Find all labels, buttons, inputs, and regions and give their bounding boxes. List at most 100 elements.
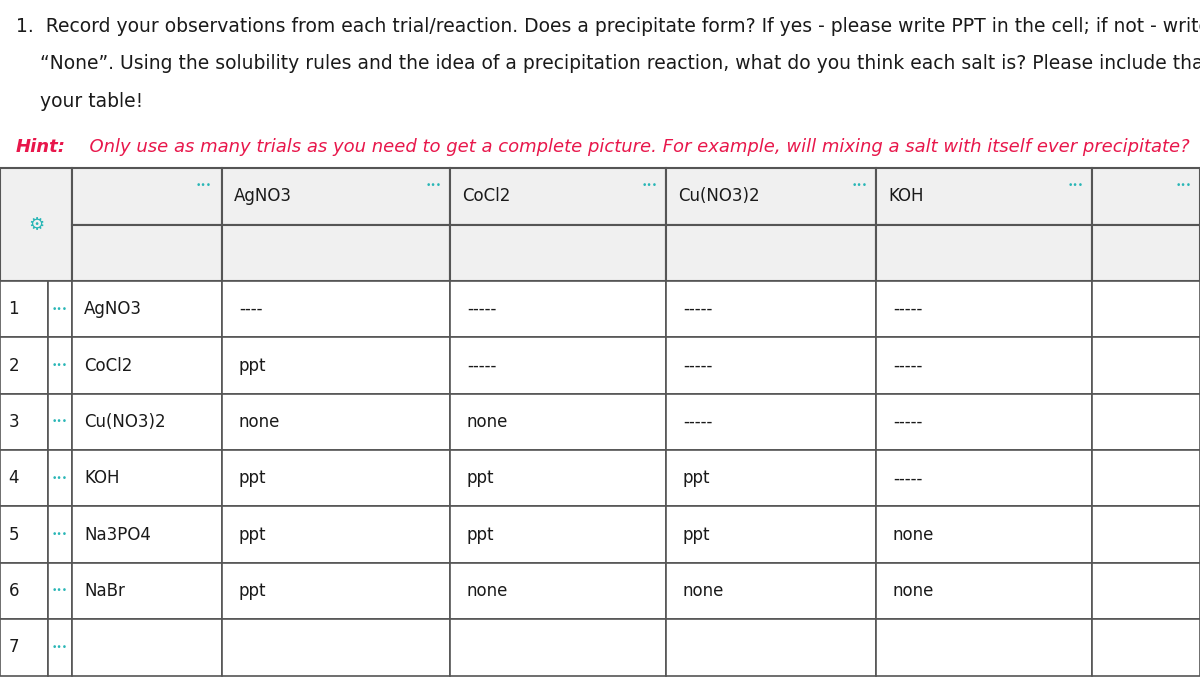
- Bar: [0, 394, 48, 450]
- Text: 7: 7: [8, 638, 19, 656]
- Bar: [876, 450, 1092, 507]
- Text: CoCl2: CoCl2: [462, 187, 510, 206]
- Bar: [666, 337, 876, 394]
- Text: 4: 4: [8, 469, 19, 487]
- Text: Hint:: Hint:: [16, 138, 66, 155]
- Bar: [222, 394, 450, 450]
- Bar: [72, 225, 222, 281]
- Text: ppt: ppt: [239, 526, 266, 543]
- Bar: [450, 337, 666, 394]
- Bar: [666, 168, 876, 225]
- Bar: [72, 450, 222, 507]
- Text: •••: •••: [52, 530, 68, 539]
- Bar: [48, 507, 72, 563]
- Bar: [48, 394, 72, 450]
- Text: 1: 1: [8, 300, 19, 318]
- Bar: [222, 563, 450, 619]
- Text: Cu(NO3)2: Cu(NO3)2: [678, 187, 760, 206]
- Text: ppt: ppt: [239, 357, 266, 375]
- Bar: [72, 619, 222, 676]
- Bar: [876, 225, 1092, 281]
- Bar: [450, 507, 666, 563]
- Text: -----: -----: [893, 413, 922, 431]
- Bar: [48, 281, 72, 337]
- Bar: [1092, 337, 1200, 394]
- Bar: [222, 337, 450, 394]
- Bar: [48, 450, 72, 507]
- Bar: [876, 281, 1092, 337]
- Bar: [1092, 619, 1200, 676]
- Text: •••: •••: [52, 474, 68, 483]
- Text: •••: •••: [52, 643, 68, 652]
- Text: ppt: ppt: [239, 582, 266, 600]
- Text: •••: •••: [851, 180, 868, 189]
- Text: •••: •••: [52, 586, 68, 595]
- Bar: [48, 563, 72, 619]
- Bar: [450, 225, 666, 281]
- Bar: [450, 168, 666, 225]
- Bar: [0, 563, 48, 619]
- Text: -----: -----: [893, 469, 922, 487]
- Bar: [666, 507, 876, 563]
- Text: •••: •••: [196, 180, 212, 189]
- Text: •••: •••: [1067, 180, 1084, 189]
- Text: ⚙: ⚙: [28, 216, 44, 234]
- Bar: [666, 619, 876, 676]
- Bar: [48, 337, 72, 394]
- Text: •••: •••: [641, 180, 658, 189]
- Bar: [1092, 281, 1200, 337]
- Bar: [666, 450, 876, 507]
- Text: ppt: ppt: [683, 469, 710, 487]
- Text: ppt: ppt: [239, 469, 266, 487]
- Bar: [222, 225, 450, 281]
- Text: ppt: ppt: [683, 526, 710, 543]
- Bar: [0, 507, 48, 563]
- Bar: [876, 507, 1092, 563]
- Bar: [0, 337, 48, 394]
- Bar: [222, 619, 450, 676]
- Bar: [1092, 563, 1200, 619]
- Text: Cu(NO3)2: Cu(NO3)2: [84, 413, 166, 431]
- Bar: [1092, 168, 1200, 225]
- Text: •••: •••: [52, 417, 68, 426]
- Text: ppt: ppt: [467, 526, 494, 543]
- Text: -----: -----: [683, 300, 712, 318]
- Text: KOH: KOH: [888, 187, 924, 206]
- Bar: [72, 281, 222, 337]
- Text: •••: •••: [1175, 180, 1192, 189]
- Bar: [0, 450, 48, 507]
- Text: •••: •••: [52, 304, 68, 314]
- Bar: [0, 619, 48, 676]
- Bar: [222, 281, 450, 337]
- Bar: [876, 337, 1092, 394]
- Bar: [666, 563, 876, 619]
- Text: your table!: your table!: [16, 92, 143, 111]
- Bar: [450, 450, 666, 507]
- Text: AgNO3: AgNO3: [234, 187, 292, 206]
- Bar: [450, 619, 666, 676]
- Text: -----: -----: [683, 413, 712, 431]
- Text: none: none: [239, 413, 280, 431]
- Text: ppt: ppt: [467, 469, 494, 487]
- Bar: [450, 281, 666, 337]
- Bar: [450, 563, 666, 619]
- Bar: [450, 394, 666, 450]
- Text: none: none: [893, 582, 934, 600]
- Bar: [48, 619, 72, 676]
- Text: -----: -----: [683, 357, 712, 375]
- Bar: [72, 337, 222, 394]
- Text: Na3PO4: Na3PO4: [84, 526, 151, 543]
- Text: KOH: KOH: [84, 469, 120, 487]
- Bar: [876, 619, 1092, 676]
- Bar: [72, 168, 222, 225]
- Text: ----: ----: [239, 300, 263, 318]
- Text: NaBr: NaBr: [84, 582, 125, 600]
- Bar: [1092, 225, 1200, 281]
- Text: 3: 3: [8, 413, 19, 431]
- Bar: [876, 394, 1092, 450]
- Bar: [876, 168, 1092, 225]
- Text: AgNO3: AgNO3: [84, 300, 142, 318]
- Text: -----: -----: [893, 300, 922, 318]
- Text: 6: 6: [8, 582, 19, 600]
- Text: none: none: [893, 526, 934, 543]
